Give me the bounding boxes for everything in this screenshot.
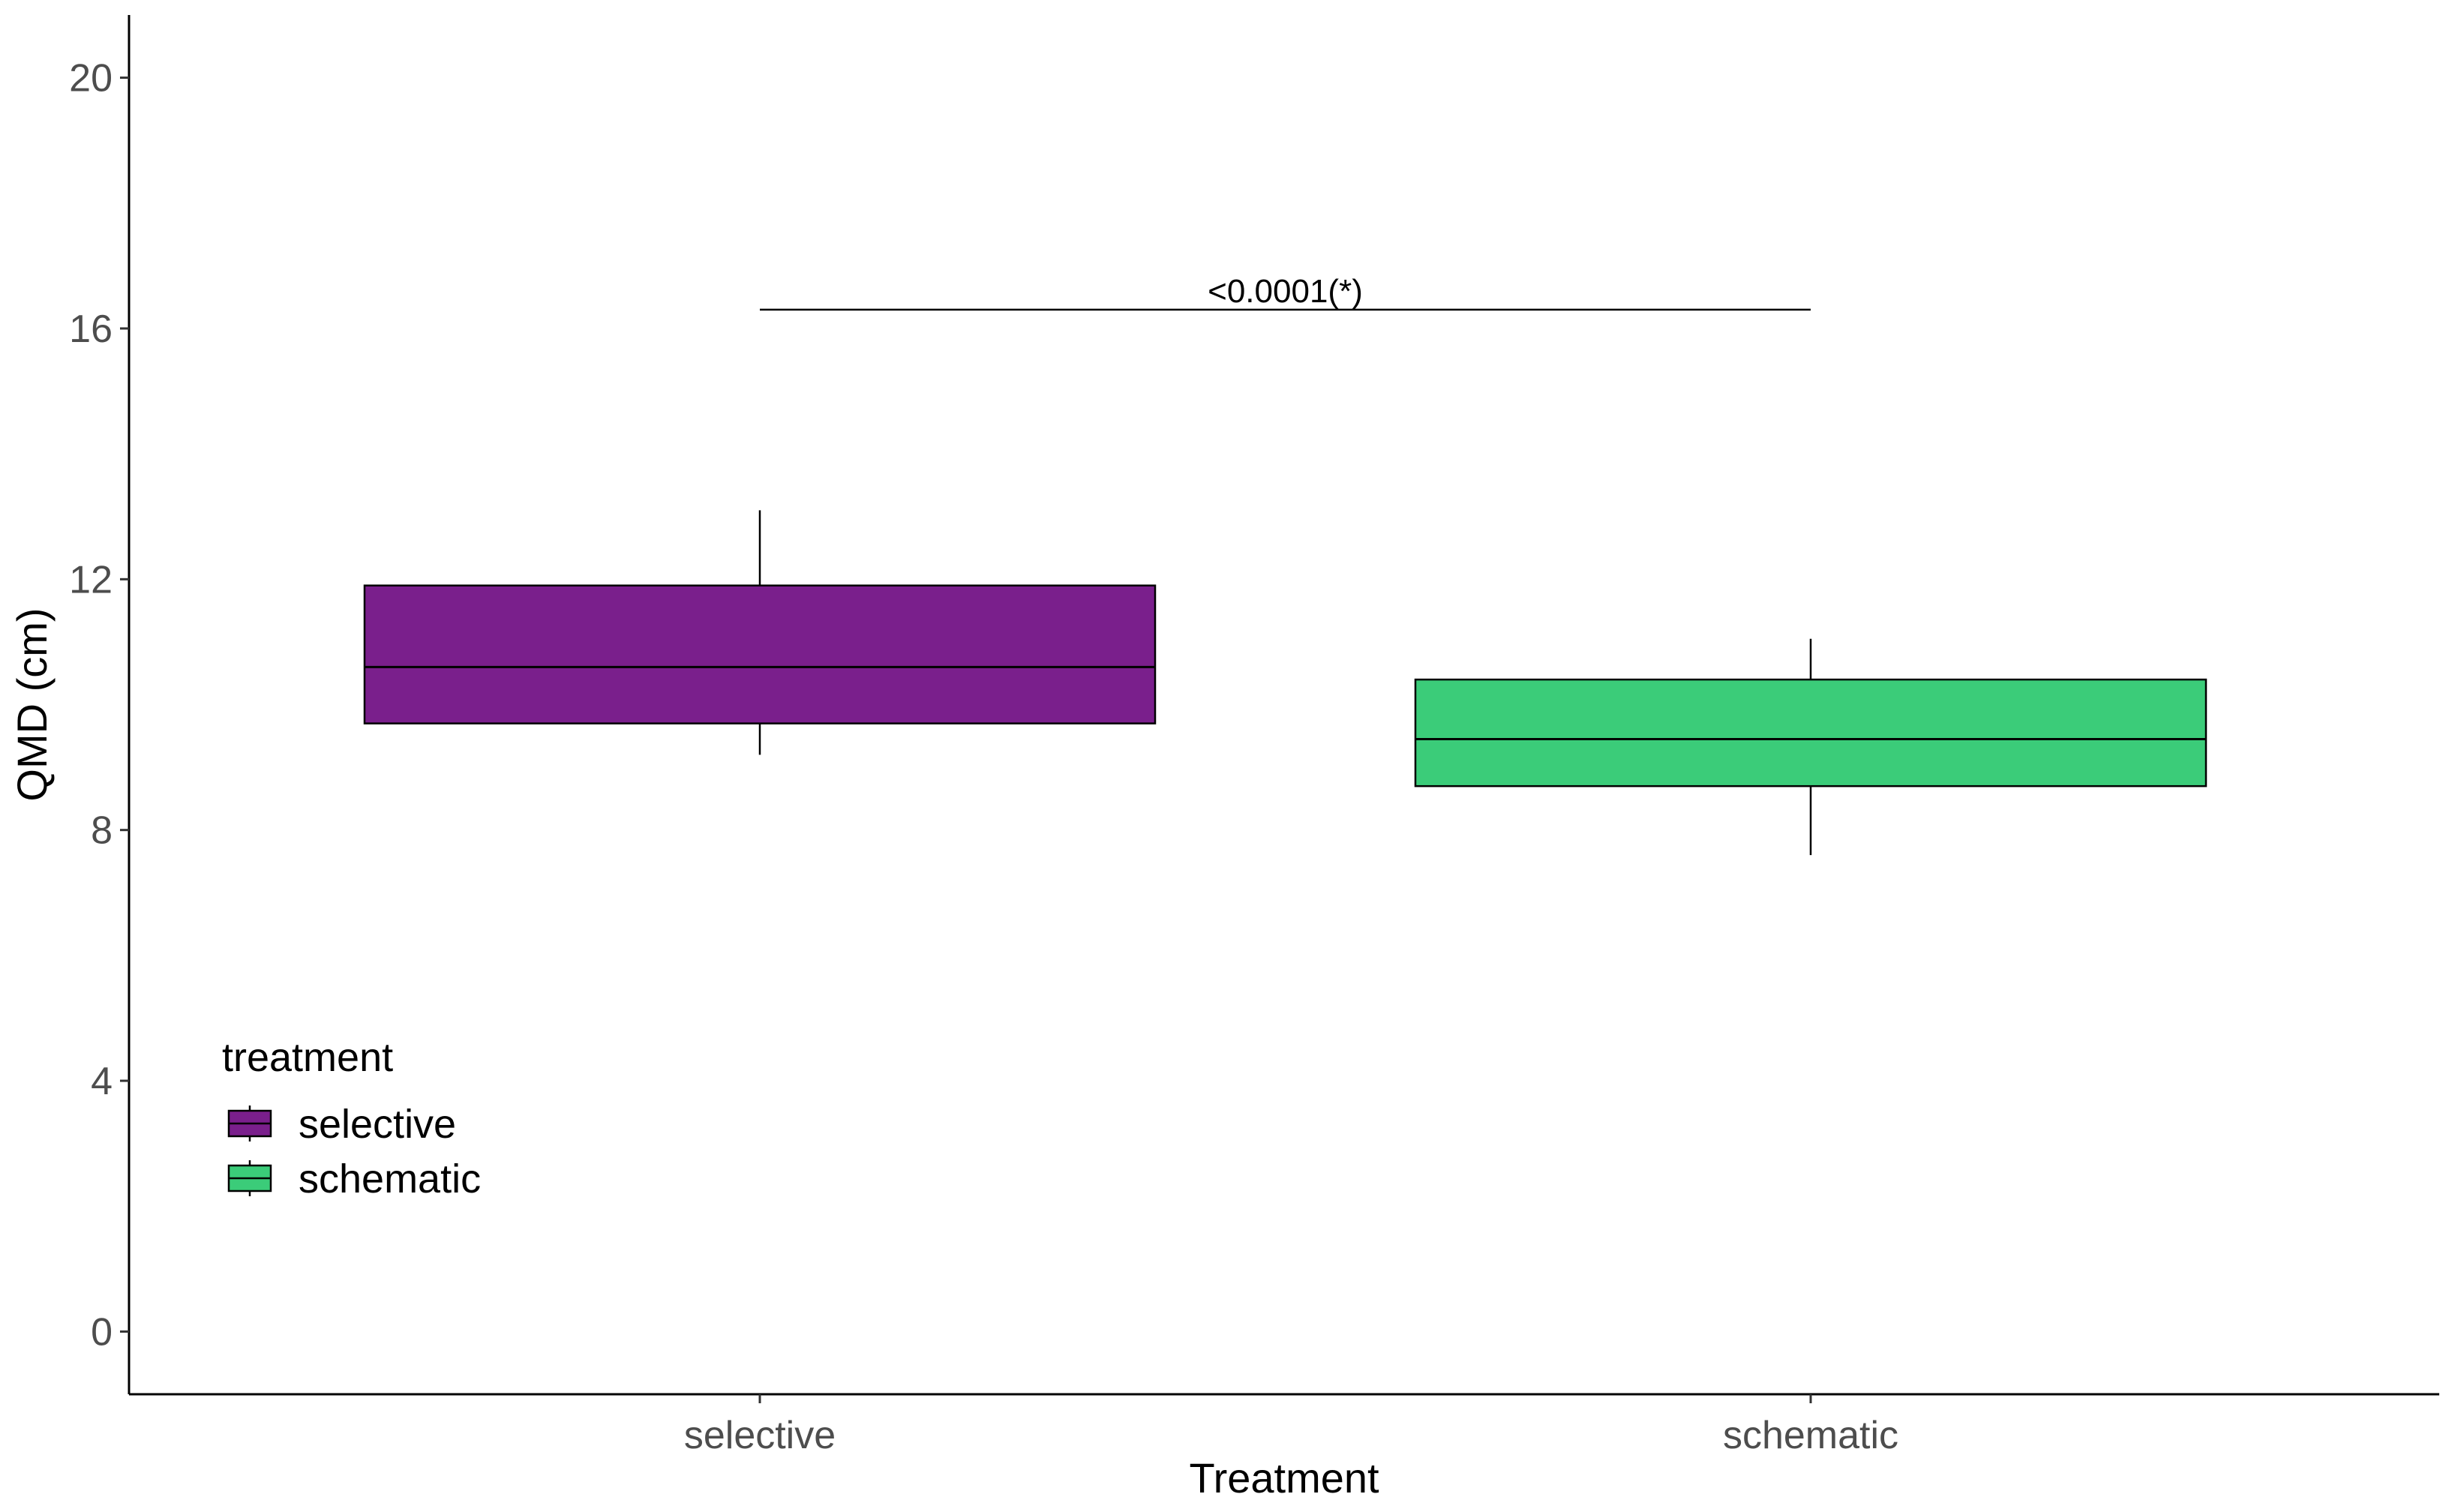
legend-item-selective: selective: [227, 1102, 456, 1147]
legend: treatment selective schematic: [222, 1035, 481, 1202]
box-body: [1414, 678, 2207, 788]
legend-item-schematic: schematic: [227, 1156, 481, 1202]
boxes: [363, 510, 2207, 856]
x-tick-label: schematic: [1723, 1414, 1898, 1457]
legend-label: selective: [299, 1102, 456, 1147]
legend-label: schematic: [299, 1156, 481, 1202]
y-tick-label: 4: [91, 1060, 113, 1103]
box-selective: [363, 510, 1157, 755]
x-tick-label: selective: [684, 1414, 836, 1457]
box-schematic: [1414, 638, 2207, 856]
axes: [128, 15, 2439, 1396]
y-tick-label: 16: [69, 308, 113, 351]
y-tick-label: 0: [91, 1310, 113, 1354]
y-tick-label: 20: [69, 57, 113, 100]
legend-title: treatment: [222, 1035, 393, 1080]
y-tick-label: 12: [69, 558, 113, 602]
x-axis-title: Treatment: [1189, 1454, 1379, 1502]
x-ticks: selective schematic: [684, 1394, 1898, 1457]
y-axis-title: QMD (cm): [8, 608, 56, 801]
box-body: [363, 584, 1157, 724]
significance-label: <0.0001(*): [1208, 273, 1363, 310]
y-tick-label: 8: [91, 809, 113, 853]
y-ticks: 0 4 8 12 16 20: [69, 57, 129, 1354]
significance-annotation: <0.0001(*): [760, 273, 1811, 311]
